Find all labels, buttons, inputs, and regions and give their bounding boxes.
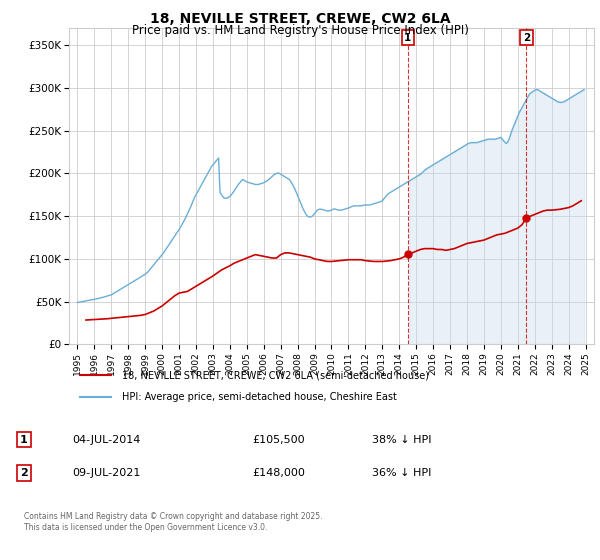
Point: [521, 213, 531, 222]
Text: £105,500: £105,500: [252, 435, 305, 445]
Point: [403, 250, 413, 259]
Text: 36% ↓ HPI: 36% ↓ HPI: [372, 468, 431, 478]
Text: 09-JUL-2021: 09-JUL-2021: [72, 468, 140, 478]
Text: 18, NEVILLE STREET, CREWE, CW2 6LA: 18, NEVILLE STREET, CREWE, CW2 6LA: [149, 12, 451, 26]
Text: 1: 1: [404, 32, 412, 43]
Text: £148,000: £148,000: [252, 468, 305, 478]
Text: Contains HM Land Registry data © Crown copyright and database right 2025.
This d: Contains HM Land Registry data © Crown c…: [24, 512, 323, 532]
Text: 38% ↓ HPI: 38% ↓ HPI: [372, 435, 431, 445]
Text: Price paid vs. HM Land Registry's House Price Index (HPI): Price paid vs. HM Land Registry's House …: [131, 24, 469, 36]
Text: HPI: Average price, semi-detached house, Cheshire East: HPI: Average price, semi-detached house,…: [121, 393, 397, 403]
Text: 04-JUL-2014: 04-JUL-2014: [72, 435, 140, 445]
Text: 18, NEVILLE STREET, CREWE, CW2 6LA (semi-detached house): 18, NEVILLE STREET, CREWE, CW2 6LA (semi…: [121, 370, 428, 380]
Text: 2: 2: [523, 32, 530, 43]
Text: 2: 2: [20, 468, 28, 478]
Text: 1: 1: [20, 435, 28, 445]
